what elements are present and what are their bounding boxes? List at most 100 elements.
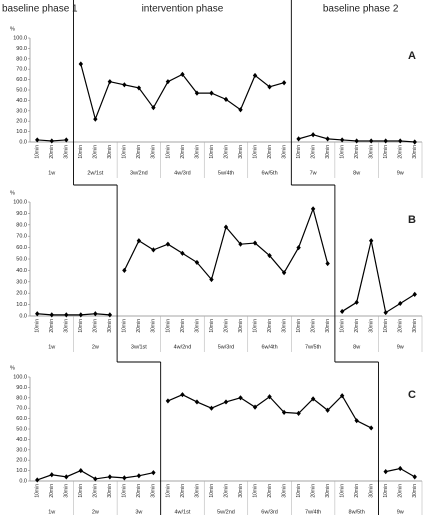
x-tick-label: 10min (383, 484, 389, 498)
data-point (64, 137, 69, 143)
data-point (267, 252, 272, 259)
data-point (165, 79, 171, 85)
group-label: 6w/3rd (261, 509, 278, 515)
y-axis-label: % (10, 365, 15, 371)
data-point (339, 308, 345, 315)
data-point (64, 312, 69, 318)
data-point (325, 260, 330, 267)
y-tick-label: 70.0 (16, 67, 27, 73)
data-point (238, 395, 243, 401)
y-tick-label: 90.0 (16, 385, 27, 391)
x-tick-label: 10min (165, 319, 171, 333)
y-tick-label: 60.0 (16, 77, 27, 83)
group-label: 7w/5th (305, 344, 321, 350)
x-tick-label: 30min (64, 484, 70, 498)
x-tick-label: 30min (325, 145, 331, 159)
panel-label: B (408, 214, 416, 226)
x-tick-label: 10min (252, 319, 258, 333)
group-label: 9w (397, 344, 404, 350)
x-tick-label: 20min (398, 484, 404, 498)
x-tick-label: 30min (64, 319, 70, 333)
x-tick-label: 20min (49, 145, 55, 159)
y-axis-label: % (10, 26, 15, 32)
data-point (339, 137, 345, 143)
phase-title: baseline phase 1 (2, 4, 78, 15)
data-point (383, 309, 388, 316)
y-tick-label: 40.0 (16, 437, 27, 443)
data-point (209, 276, 214, 283)
x-tick-label: 30min (281, 145, 287, 159)
panel-label: C (408, 389, 416, 401)
data-point (281, 80, 287, 86)
group-label: 9w (397, 170, 404, 176)
data-point (223, 399, 229, 405)
group-label: 5w/2nd (217, 509, 235, 515)
x-tick-label: 10min (296, 484, 302, 498)
x-tick-label: 10min (252, 145, 258, 159)
group-label: 1w (48, 344, 55, 350)
y-tick-label: 10.0 (16, 302, 27, 308)
x-tick-label: 20min (180, 484, 186, 498)
data-point (151, 470, 156, 476)
x-tick-label: 30min (412, 484, 418, 498)
data-point (49, 312, 54, 318)
data-point (49, 138, 54, 144)
group-label: 1w (48, 170, 55, 176)
data-point (35, 311, 40, 317)
group-label: 8w (353, 170, 360, 176)
data-point (223, 96, 229, 102)
group-label: 7w (310, 170, 317, 176)
x-tick-label: 20min (93, 319, 99, 333)
x-tick-label: 20min (49, 484, 55, 498)
x-tick-label: 30min (281, 319, 287, 333)
y-tick-label: 100.0 (13, 199, 27, 205)
x-tick-label: 30min (369, 319, 375, 333)
data-point (310, 132, 316, 138)
group-label: 2w (92, 344, 99, 350)
x-tick-label: 20min (223, 145, 229, 159)
data-point (93, 476, 98, 482)
x-tick-label: 10min (78, 319, 84, 333)
group-label: 3w (135, 509, 142, 515)
y-tick-label: 100.0 (13, 374, 27, 380)
data-point (194, 259, 200, 266)
data-point (136, 238, 142, 244)
y-tick-label: 20.0 (16, 291, 27, 297)
group-label: 4w/1st (174, 509, 190, 515)
group-label: 1w (48, 509, 55, 515)
y-tick-label: 30.0 (16, 108, 27, 114)
data-point (151, 105, 156, 111)
data-point (252, 240, 258, 246)
y-tick-label: 0.0 (19, 313, 27, 319)
data-point (64, 474, 69, 480)
panel-label: A (408, 50, 416, 62)
data-point (165, 241, 171, 247)
data-point (209, 90, 214, 96)
x-tick-label: 20min (267, 319, 273, 333)
data-line (37, 313, 110, 316)
y-tick-label: 60.0 (16, 245, 27, 251)
data-point (194, 90, 200, 96)
data-point (223, 224, 229, 230)
x-tick-label: 10min (209, 484, 215, 498)
group-label: 7w/4th (305, 509, 321, 515)
x-tick-label: 30min (151, 319, 157, 333)
x-tick-label: 20min (136, 484, 142, 498)
data-point (398, 465, 403, 472)
group-label: 6w/4th (261, 344, 277, 350)
data-point (122, 475, 127, 481)
data-point (296, 245, 301, 251)
data-line (167, 394, 372, 429)
x-tick-label: 30min (325, 319, 331, 333)
y-tick-label: 80.0 (16, 222, 27, 228)
data-point (107, 474, 113, 480)
y-tick-label: 90.0 (16, 46, 27, 52)
x-tick-label: 20min (223, 319, 229, 333)
x-tick-label: 30min (369, 145, 375, 159)
x-tick-label: 20min (398, 319, 404, 333)
group-label: 6w/5th (261, 170, 277, 176)
y-tick-label: 80.0 (16, 395, 27, 401)
group-label: 9w (397, 509, 404, 515)
x-tick-label: 30min (281, 484, 287, 498)
